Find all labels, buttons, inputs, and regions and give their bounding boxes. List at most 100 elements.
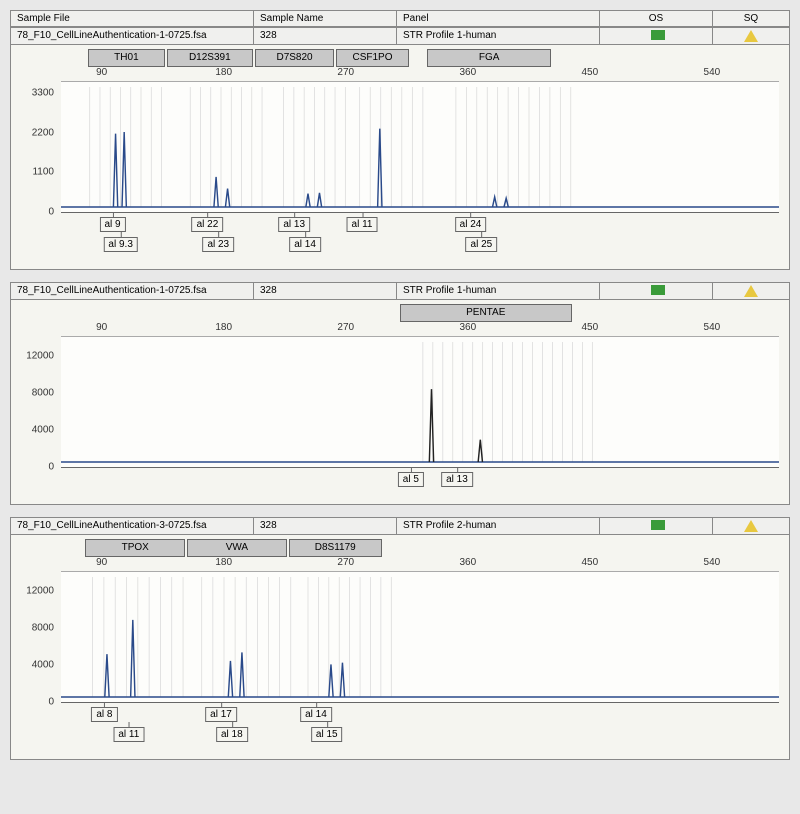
peak (306, 194, 310, 207)
panel-info-row: 78_F10_CellLineAuthentication-1-0725.fsa… (11, 283, 789, 300)
peak (478, 440, 482, 462)
allele-label: al 23 (202, 237, 234, 252)
y-axis: 04000800012000 (16, 337, 56, 467)
green-square-icon (651, 520, 665, 530)
panel-profile: STR Profile 1-human (397, 283, 600, 299)
peak (228, 661, 232, 697)
allele-label: al 5 (398, 472, 424, 487)
x-tick: 360 (459, 67, 476, 78)
peak (122, 132, 126, 207)
marker-box: TPOX (85, 539, 185, 557)
peak (240, 652, 244, 697)
x-tick: 180 (215, 67, 232, 78)
peak (225, 189, 229, 207)
allele-row: al 8 al 17 al 14 (61, 707, 739, 725)
allele-label: al 25 (466, 237, 498, 252)
peak (317, 193, 321, 207)
y-axis: 0110022003300 (16, 82, 56, 212)
x-tick: 270 (337, 557, 354, 568)
allele-row: al 11al 18al 15 (61, 727, 739, 745)
peak (131, 620, 135, 697)
x-tick: 90 (96, 322, 107, 333)
chart-area: 04000800012000 (61, 571, 779, 703)
marker-box: VWA (187, 539, 287, 557)
y-tick: 12000 (26, 585, 54, 596)
x-tick: 450 (581, 322, 598, 333)
allele-label: al 9.3 (103, 237, 137, 252)
marker-box: D7S820 (255, 49, 334, 67)
sample-file: 78_F10_CellLineAuthentication-3-0725.fsa (11, 518, 254, 534)
y-tick: 0 (48, 207, 54, 218)
electropherogram-panel: 78_F10_CellLineAuthentication-1-0725.fsa… (10, 27, 790, 270)
y-tick: 4000 (32, 659, 54, 670)
y-tick: 2200 (32, 127, 54, 138)
allele-label: al 9 (99, 217, 125, 232)
y-tick: 4000 (32, 424, 54, 435)
green-square-icon (651, 30, 665, 40)
col-sq: SQ (713, 11, 789, 26)
electropherogram-panel: 78_F10_CellLineAuthentication-1-0725.fsa… (10, 282, 790, 505)
peak (340, 663, 344, 697)
y-tick: 0 (48, 697, 54, 708)
allele-row: al 9al 22al 13al 11al 24 (61, 217, 739, 235)
column-header-panel: Sample File Sample Name Panel OS SQ (10, 10, 790, 27)
os-indicator (600, 518, 713, 534)
allele-row: al 9.3al 23al 14al 25 (61, 237, 739, 255)
green-square-icon (651, 285, 665, 295)
panel-info-row: 78_F10_CellLineAuthentication-1-0725.fsa… (11, 28, 789, 45)
sample-file: 78_F10_CellLineAuthentication-1-0725.fsa (11, 28, 254, 44)
peak (378, 129, 382, 207)
x-tick: 540 (704, 557, 721, 568)
allele-label: al 8 (91, 707, 117, 722)
panel-profile: STR Profile 1-human (397, 28, 600, 44)
x-tick: 540 (704, 67, 721, 78)
peak (113, 134, 117, 207)
yellow-triangle-icon (744, 30, 758, 42)
chart-svg (61, 82, 779, 212)
marker-box: TH01 (88, 49, 165, 67)
x-axis: 90180270360450540 (61, 67, 739, 81)
allele-label: al 18 (216, 727, 248, 742)
marker-labels-row: TH01D12S391D7S820CSF1PO FGA (61, 49, 739, 67)
allele-label: al 22 (192, 217, 224, 232)
marker-box: D8S1179 (289, 539, 382, 557)
x-tick: 450 (581, 67, 598, 78)
y-tick: 8000 (32, 622, 54, 633)
x-tick: 90 (96, 557, 107, 568)
x-tick: 270 (337, 67, 354, 78)
sample-name: 328 (254, 518, 397, 534)
chart-svg (61, 337, 779, 467)
col-os: OS (600, 11, 713, 26)
allele-label: al 24 (455, 217, 487, 232)
allele-label: al 14 (300, 707, 332, 722)
sq-indicator (713, 28, 789, 44)
chart-area: 0110022003300 (61, 81, 779, 213)
y-axis: 04000800012000 (16, 572, 56, 702)
allele-label: al 17 (205, 707, 237, 722)
marker-box: D12S391 (167, 49, 253, 67)
marker-box: FGA (427, 49, 551, 67)
marker-labels-row: PENTAE (61, 304, 739, 322)
marker-box: CSF1PO (336, 49, 409, 67)
os-indicator (600, 283, 713, 299)
panels-container: 78_F10_CellLineAuthentication-1-0725.fsa… (10, 27, 790, 760)
sample-name: 328 (254, 28, 397, 44)
yellow-triangle-icon (744, 285, 758, 297)
x-axis: 90180270360450540 (61, 322, 739, 336)
column-headers: Sample File Sample Name Panel OS SQ (11, 11, 789, 27)
sample-file: 78_F10_CellLineAuthentication-1-0725.fsa (11, 283, 254, 299)
allele-label: al 11 (347, 217, 378, 232)
sq-indicator (713, 283, 789, 299)
os-indicator (600, 28, 713, 44)
chart-area: 04000800012000 (61, 336, 779, 468)
y-tick: 0 (48, 462, 54, 473)
x-tick: 450 (581, 557, 598, 568)
sample-name: 328 (254, 283, 397, 299)
panel-profile: STR Profile 2-human (397, 518, 600, 534)
allele-label: al 15 (311, 727, 343, 742)
x-tick: 180 (215, 322, 232, 333)
yellow-triangle-icon (744, 520, 758, 532)
peak (214, 177, 218, 207)
col-sample-name: Sample Name (254, 11, 397, 26)
x-tick: 360 (459, 322, 476, 333)
